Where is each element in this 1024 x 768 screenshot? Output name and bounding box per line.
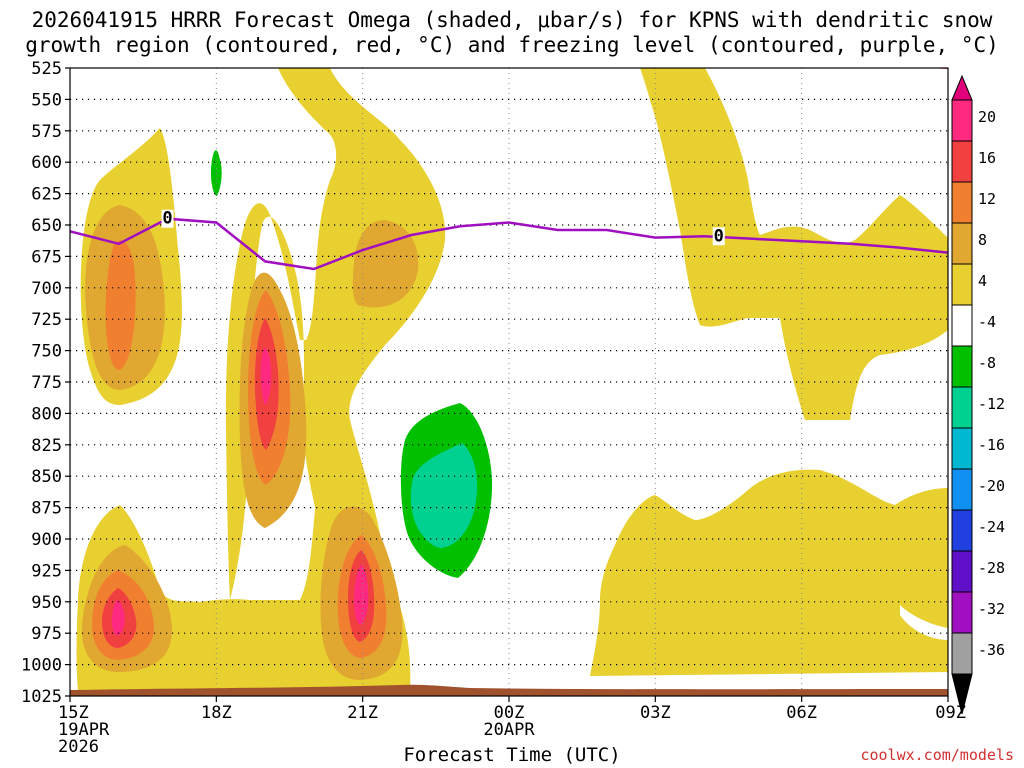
y-tick-label: 625 [31, 185, 62, 205]
y-axis: 525 550 575 600 625 650 675 700 725 750 775 800 825 8… [21, 59, 70, 707]
omega-shade-20-mid-core [260, 348, 272, 405]
colorbar-swatch [951, 632, 973, 675]
y-tick-label: 825 [31, 436, 62, 456]
freezing-level-label-bg [161, 209, 174, 228]
colorbar-swatch [951, 222, 973, 265]
title-line-1: 2026041915 HRRR Forecast Omega (shaded, … [31, 8, 993, 32]
x-tick-sublabel: 19APR [58, 720, 110, 740]
y-tick-label: 800 [31, 404, 62, 424]
y-tick-label: 700 [31, 279, 62, 299]
colorbar-swatch [951, 140, 973, 183]
y-tick-label: 750 [31, 342, 62, 362]
omega-shade-neg8-subsidence [410, 443, 478, 548]
colorbar-label: -8 [978, 354, 996, 372]
omega-shade-4-right-lower-cut [900, 605, 948, 640]
colorbar-label: 4 [978, 272, 987, 290]
omega-shade-8-upper-band [352, 220, 419, 308]
colorbar-swatch [951, 427, 973, 470]
terrain-strip [70, 684, 948, 696]
omega-shade-4-top-left [300, 68, 330, 77]
colorbar-swatch [951, 509, 973, 552]
colorbar-label: -28 [978, 559, 1005, 577]
colorbar-label: -20 [978, 477, 1005, 495]
freezing-level-label: 0 [714, 226, 724, 246]
colorbar: 20 16 12 8 4 -4 -8 -12 -16 -20 -24 -28 -32 -36 [951, 74, 1005, 715]
chart-title: 2026041915 HRRR Forecast Omega (shaded, … [0, 8, 1024, 58]
x-axis-title: Forecast Time (UTC) [403, 744, 621, 766]
x-tick-label: 21Z [347, 703, 378, 723]
y-tick-label: 675 [31, 247, 62, 267]
title-line-2: growth region (contoured, red, °C) and f… [25, 33, 999, 57]
colorbar-swatch [951, 99, 973, 142]
y-tick-label: 1025 [21, 687, 62, 707]
y-tick-label: 950 [31, 593, 62, 613]
omega-shade-4-right-lower [590, 469, 948, 676]
freezing-level-line [70, 217, 948, 271]
colorbar-label: -4 [978, 313, 996, 331]
colorbar-swatch [951, 468, 973, 511]
colorbar-swatch [951, 181, 973, 224]
x-tick-label: 09Z [935, 703, 966, 723]
colorbar-label: -32 [978, 600, 1005, 618]
y-tick-label: 525 [31, 59, 62, 79]
y-tick-label: 725 [31, 310, 62, 330]
freezing-level-label: 0 [162, 209, 172, 229]
colorbar-label: 12 [978, 190, 996, 208]
colorbar-label: -16 [978, 436, 1005, 454]
freezing-level-label-bg [712, 227, 725, 246]
x-tick-label: 15Z [58, 703, 89, 723]
colorbar-label: 16 [978, 149, 996, 167]
y-tick-label: 575 [31, 122, 62, 142]
x-tick-label: 03Z [640, 703, 671, 723]
colorbar-swatch [951, 304, 973, 347]
x-tick-label: 06Z [786, 703, 817, 723]
source-credit: coolwx.com/models [860, 746, 1014, 764]
omega-shade-20-early-surface [111, 600, 125, 636]
colorbar-swatch [951, 345, 973, 388]
y-tick-label: 550 [31, 90, 62, 110]
y-tick-label: 600 [31, 153, 62, 173]
x-tick-sublabel: 20APR [483, 720, 535, 740]
x-tick-label: 00Z [494, 703, 525, 723]
freezing-level-labels: 00 [161, 209, 725, 246]
colorbar-label: -24 [978, 518, 1005, 536]
omega-shade-12-early-upper [105, 240, 136, 370]
colorbar-swatch [951, 550, 973, 593]
omega-shade-4-right-upper [640, 68, 948, 420]
x-tick-label: 18Z [201, 703, 232, 723]
grid [70, 68, 948, 696]
y-tick-label: 850 [31, 467, 62, 487]
colorbar-swatch [951, 386, 973, 429]
colorbar-label: 8 [978, 231, 987, 249]
y-tick-label: 1000 [21, 656, 62, 676]
plot-shading [76, 68, 948, 690]
colorbar-label: 20 [978, 108, 996, 126]
y-tick-label: 775 [31, 373, 62, 393]
colorbar-top-arrow [951, 74, 973, 101]
y-tick-label: 650 [31, 216, 62, 236]
contours: 00 [70, 68, 948, 271]
colorbar-label: -12 [978, 395, 1005, 413]
colorbar-bottom-arrow [951, 673, 973, 715]
x-tick-sublabel: 2026 [58, 737, 99, 757]
omega-shade-20-late-surface [354, 565, 369, 625]
y-tick-label: 875 [31, 499, 62, 519]
omega-shade-4-mid-band [225, 68, 446, 600]
colorbar-swatch [951, 263, 973, 306]
y-tick-label: 900 [31, 530, 62, 550]
colorbar-label: -36 [978, 641, 1005, 659]
y-tick-label: 975 [31, 624, 62, 644]
y-tick-label: 925 [31, 561, 62, 581]
colorbar-swatch [951, 591, 973, 634]
